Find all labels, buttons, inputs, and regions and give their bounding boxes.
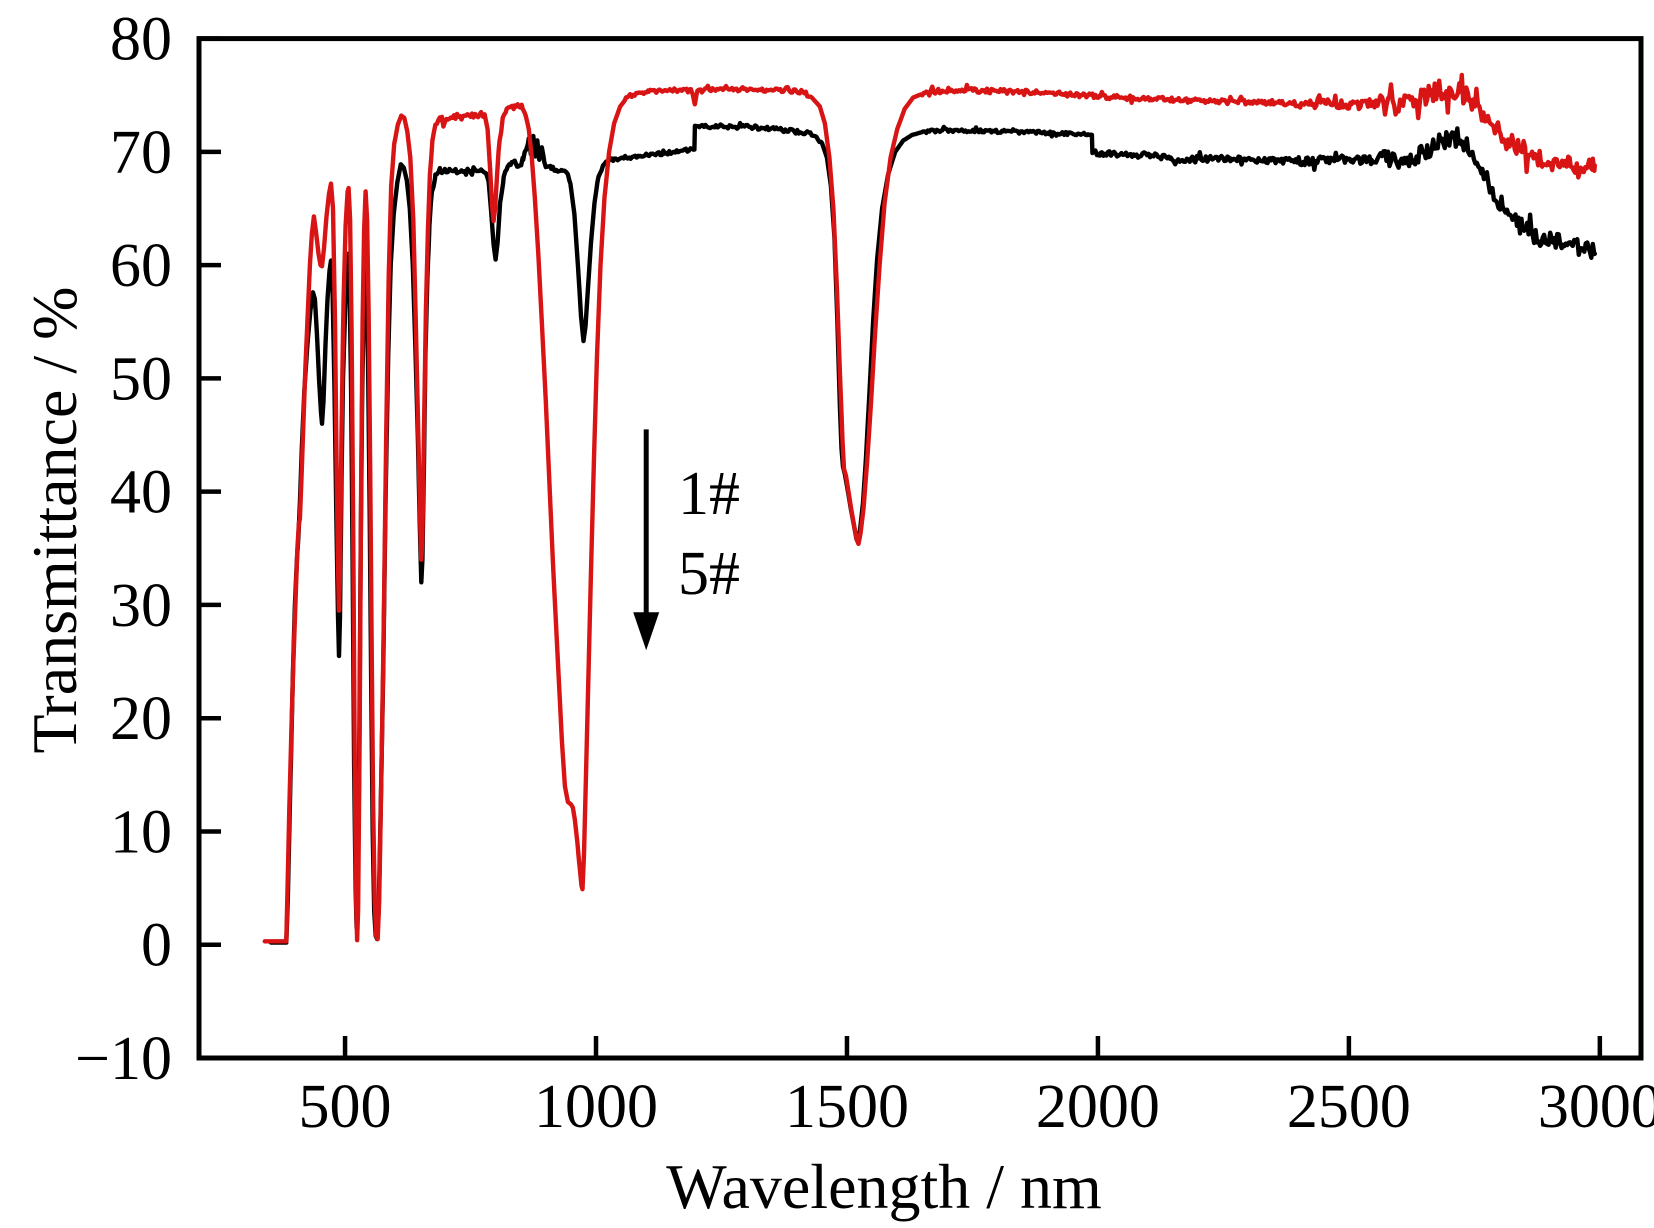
line-series-1	[268, 120, 1597, 945]
y-tick-label: 80	[110, 6, 172, 74]
x-tick-label: 500	[299, 1073, 392, 1141]
x-tick-label: 3000	[1538, 1073, 1654, 1141]
x-tick-label: 2500	[1287, 1073, 1411, 1141]
y-tick-label: 50	[110, 345, 172, 413]
arrow-head	[633, 612, 660, 651]
y-tick-label: 10	[110, 798, 172, 866]
annotation-label-5: 5#	[678, 540, 740, 608]
y-tick-label: 0	[141, 912, 172, 980]
x-axis-title: Wavelength / nm	[666, 1151, 1102, 1222]
annotation-group: 1# 5#	[633, 429, 740, 651]
y-tick-label: −10	[75, 1025, 172, 1093]
x-tick-label: 1000	[534, 1073, 658, 1141]
y-tick-label: 20	[110, 685, 172, 753]
y-tick-label: 40	[110, 459, 172, 527]
annotation-label-1: 1#	[678, 460, 740, 528]
y-tick-label: 70	[110, 119, 172, 187]
down-arrow-icon	[633, 429, 660, 651]
y-tick-label: 60	[110, 232, 172, 300]
y-tick-label: 30	[110, 572, 172, 640]
y-axis-title: Transmittance / %	[19, 287, 90, 754]
plot-frame	[196, 36, 1644, 1061]
x-tick-label: 2000	[1036, 1073, 1160, 1141]
plot-layer: 500 1000 1500 2000 2500 3000 −10 0 10 20 30 40 50 60 7…	[75, 6, 1654, 1141]
x-tick-label: 1500	[785, 1073, 909, 1141]
line-series-5	[262, 72, 1597, 944]
